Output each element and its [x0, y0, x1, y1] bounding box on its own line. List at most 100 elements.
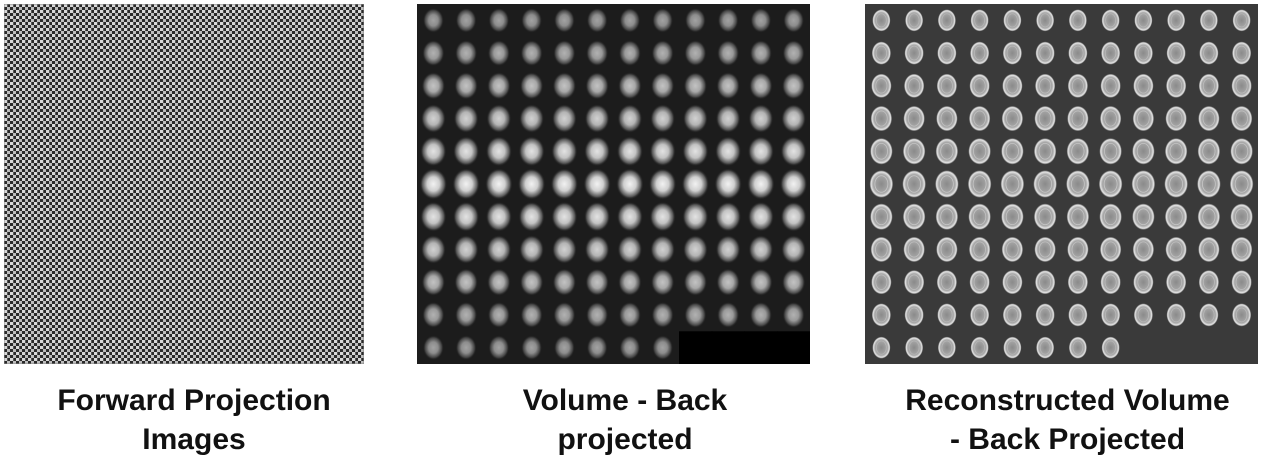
- reconstructed-slice-tile: [1165, 73, 1187, 98]
- volume-slice-tile: [781, 235, 807, 264]
- reconstructed-volume-panel: [865, 4, 1258, 364]
- reconstructed-slice-tile: [870, 138, 893, 165]
- reconstructed-slice-tile: [1036, 336, 1055, 359]
- reconstructed-slice-tile: [937, 336, 956, 359]
- reconstructed-slice-tile: [968, 105, 991, 132]
- reconstructed-slice-tile: [1034, 270, 1056, 295]
- volume-slice-tile: [781, 104, 807, 133]
- reconstructed-slice-tile: [1231, 73, 1252, 98]
- volume-slice-tile: [652, 335, 674, 361]
- reconstructed-slice-tile: [1067, 236, 1089, 263]
- volume-slice-tile: [487, 301, 511, 328]
- reconstructed-slice-tile: [1034, 73, 1056, 98]
- volume-slice-tile: [421, 72, 446, 100]
- reconstructed-slice-tile: [1001, 138, 1024, 165]
- empty-tile: [711, 331, 745, 364]
- volume-slice-tile: [747, 136, 774, 167]
- volume-slice-tile: [487, 268, 511, 296]
- reconstructed-slice-tile: [1230, 236, 1253, 263]
- volume-slice-tile: [584, 235, 610, 264]
- reconstructed-slice-tile: [1166, 41, 1186, 65]
- reconstructed-slice-tile: [1068, 9, 1087, 32]
- reconstructed-slice-tile: [1164, 170, 1188, 198]
- volume-slice-tile: [749, 40, 773, 67]
- reconstructed-slice-tile: [969, 270, 990, 295]
- volume-slice-tile: [750, 7, 772, 33]
- reconstructed-slice-tile: [937, 41, 957, 65]
- volume-slice-tile: [584, 201, 611, 232]
- volume-slice-tile: [682, 201, 709, 232]
- volume-slice-tile: [519, 268, 544, 296]
- volume-slice-tile: [651, 301, 674, 328]
- volume-slice-tile: [520, 40, 543, 67]
- reconstructed-slice-tile: [1132, 203, 1155, 230]
- reconstructed-slice-tile: [871, 41, 891, 65]
- volume-slice-tile: [715, 136, 742, 167]
- reconstructed-slice-tile: [1232, 41, 1252, 65]
- reconstructed-slice-tile: [1001, 203, 1024, 230]
- volume-slice-tile: [782, 301, 805, 328]
- reconstructed-slice-tile: [871, 73, 892, 98]
- reconstructed-slice-tile: [1066, 170, 1090, 198]
- volume-slice-tile: [584, 136, 611, 167]
- reconstructed-slice-tile: [936, 105, 958, 132]
- volume-back-projected-panel: [417, 4, 810, 364]
- reconstructed-slice-tile: [1132, 105, 1155, 132]
- reconstructed-slice-tile: [935, 170, 959, 198]
- reconstructed-slice-tile: [1101, 41, 1121, 65]
- volume-slice-tile: [586, 7, 608, 33]
- volume-slice-tile: [420, 104, 446, 133]
- reconstructed-slice-tile: [1067, 73, 1089, 98]
- volume-slice-tile: [650, 104, 676, 133]
- reconstructed-slice-tile: [870, 236, 893, 263]
- volume-slice-tile: [422, 335, 444, 361]
- reconstructed-slice-tile: [870, 105, 893, 132]
- reconstructed-slice-tile: [1133, 303, 1153, 327]
- volume-slice-tile: [780, 136, 807, 167]
- reconstructed-slice-tile: [1068, 41, 1088, 65]
- reconstructed-slice-tile: [902, 170, 926, 198]
- volume-slice-tile: [485, 136, 512, 167]
- reconstructed-slice-tile: [1165, 236, 1187, 263]
- caption-line: Reconstructed Volume: [905, 384, 1230, 417]
- reconstructed-slice-tile: [904, 303, 924, 327]
- reconstructed-slice-tile: [1198, 73, 1220, 98]
- reconstructed-slice-tile: [1001, 236, 1024, 263]
- reconstructed-slice-tile: [1132, 236, 1155, 263]
- reconstructed-slice-tile: [1230, 105, 1253, 132]
- volume-slice-tile: [748, 104, 774, 133]
- volume-slice-tile: [617, 104, 643, 133]
- volume-slice-tile: [715, 201, 742, 232]
- volume-slice-tile: [422, 40, 445, 67]
- reconstructed-slice-tile: [1002, 73, 1023, 98]
- volume-slice-tile: [683, 72, 708, 100]
- volume-slice-tile: [520, 301, 543, 328]
- volume-slice-tile: [420, 235, 446, 264]
- reconstructed-slice-tile: [903, 73, 925, 98]
- volume-slice-tile: [747, 168, 775, 200]
- reconstructed-slice-tile: [903, 105, 925, 132]
- reconstructed-slice-tile: [870, 203, 893, 230]
- reconstructed-slice-tile: [968, 203, 991, 230]
- reconstructed-slice-tile: [903, 270, 925, 295]
- volume-slice-tile: [487, 40, 511, 67]
- reconstructed-slice-tile: [1002, 270, 1023, 295]
- reconstructed-slice-tile: [1197, 203, 1221, 230]
- reconstructed-slice-tile: [1101, 303, 1121, 327]
- volume-slice-tile: [619, 335, 641, 361]
- caption-line: projected: [557, 423, 693, 456]
- reconstructed-slice-tile: [936, 73, 958, 98]
- volume-slice-tile: [585, 72, 609, 100]
- reconstructed-slice-tile: [1033, 138, 1057, 165]
- volume-slice-tile: [717, 7, 739, 33]
- forward-projection-panel: [4, 4, 364, 364]
- reconstructed-slice-tile: [1165, 105, 1187, 132]
- volume-slice-tile: [585, 40, 609, 67]
- reconstructed-slice-tile: [969, 73, 990, 98]
- reconstructed-slice-tile: [1231, 270, 1252, 295]
- volume-slice-tile: [748, 235, 774, 264]
- volume-slice-tile: [619, 7, 641, 33]
- volume-slice-tile: [682, 235, 708, 264]
- reconstructed-slice-tile: [1133, 73, 1154, 98]
- volume-slice-tile: [551, 136, 578, 167]
